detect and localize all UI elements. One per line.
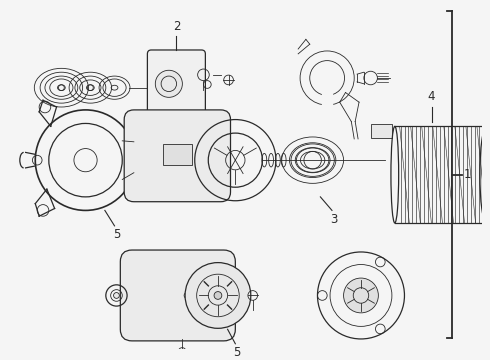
Circle shape [155,70,182,97]
Circle shape [114,293,120,298]
Text: 1: 1 [464,168,471,181]
Text: 2: 2 [172,19,180,33]
Circle shape [343,278,378,313]
Circle shape [214,292,222,299]
Text: 4: 4 [428,90,435,103]
Bar [163,144,192,165]
Text: 3: 3 [330,213,338,226]
Text: 5: 5 [234,346,241,359]
Ellipse shape [480,126,490,223]
FancyBboxPatch shape [147,50,205,118]
Circle shape [185,262,251,328]
Bar [370,125,392,138]
Text: 5: 5 [113,228,120,241]
FancyBboxPatch shape [124,110,230,202]
FancyBboxPatch shape [121,250,235,341]
